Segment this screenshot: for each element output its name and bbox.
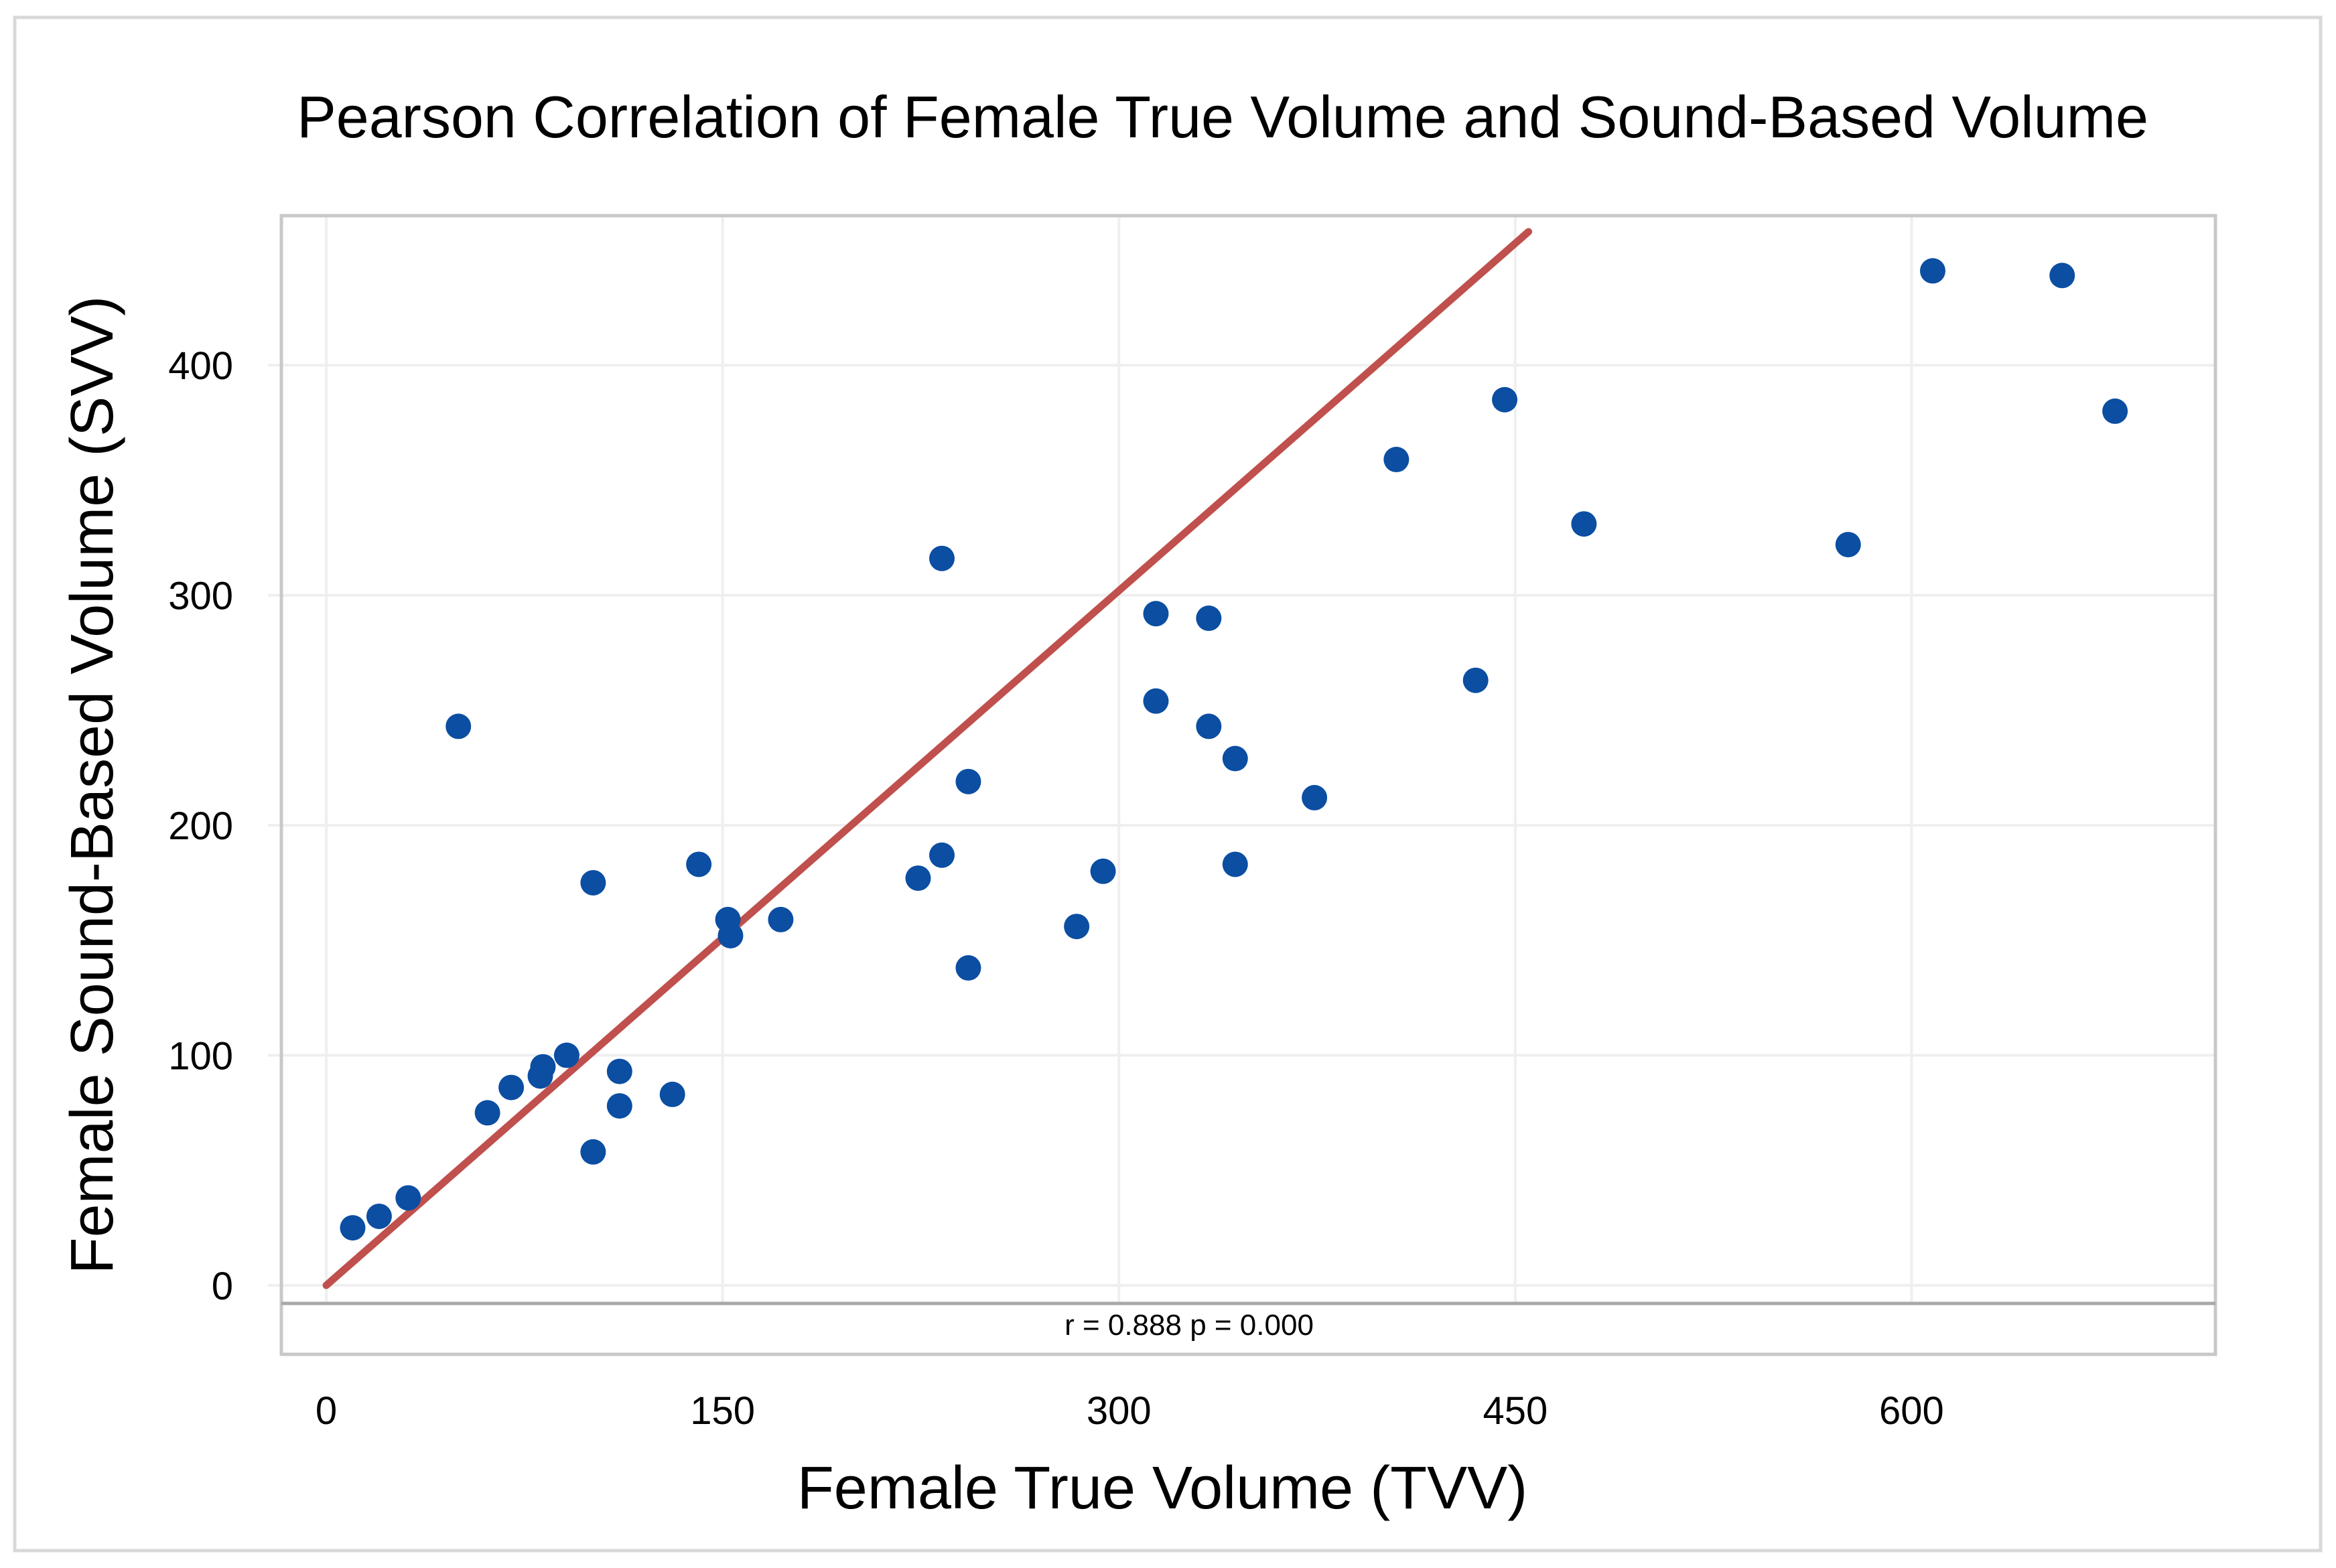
x-tick-label: 600 (1879, 1389, 1944, 1433)
data-point (580, 1139, 606, 1165)
y-tick-label: 300 (168, 575, 233, 618)
data-point (768, 906, 794, 932)
data-point (955, 768, 981, 794)
data-point (1462, 667, 1489, 693)
data-point (1919, 258, 1945, 284)
data-point (1064, 914, 1090, 940)
data-point (1571, 511, 1597, 537)
correlation-annotation: r = 0.888 p = 0.000 (1064, 1309, 1314, 1342)
data-points (340, 258, 2128, 1241)
data-point (606, 1058, 632, 1084)
data-point (1196, 713, 1222, 739)
x-tick-label: 150 (690, 1389, 755, 1433)
data-point (1196, 605, 1222, 632)
data-point (1090, 858, 1116, 884)
data-point (340, 1215, 366, 1241)
y-tick-label: 100 (168, 1035, 233, 1078)
x-axis-label: Female True Volume (TVV) (797, 1455, 1527, 1522)
data-point (1302, 784, 1328, 810)
data-point (2102, 398, 2128, 424)
data-point (1143, 601, 1169, 627)
data-point (955, 955, 981, 981)
data-point (1222, 851, 1248, 877)
data-point (445, 713, 472, 739)
data-point (580, 869, 606, 896)
tick-labels: 0 150 300 450 600 0 100 200 300 400 (168, 344, 1944, 1433)
x-tick-label: 0 (316, 1389, 337, 1433)
data-point (929, 545, 955, 571)
data-point (553, 1042, 579, 1068)
chart-title: Pearson Correlation of Female True Volum… (297, 84, 2148, 150)
y-tick-label: 0 (212, 1265, 233, 1308)
data-point (1143, 688, 1169, 714)
data-point (2049, 263, 2075, 289)
data-point (1222, 745, 1248, 772)
data-point (366, 1203, 392, 1229)
trend-line (322, 228, 1533, 1289)
y-tick-label: 200 (168, 804, 233, 848)
data-point (1383, 447, 1410, 473)
data-point (474, 1100, 500, 1126)
y-tick-label: 400 (168, 344, 233, 388)
data-point (395, 1185, 421, 1211)
y-axis-label: Female Sound-Based Volume (SVV) (59, 296, 126, 1275)
data-point (929, 842, 955, 868)
data-point (498, 1074, 525, 1100)
data-point (905, 865, 931, 892)
data-point (659, 1081, 685, 1107)
x-tick-label: 300 (1087, 1389, 1152, 1433)
data-point (1835, 532, 1861, 558)
plot-frame (279, 214, 2217, 1356)
x-tick-label: 450 (1483, 1389, 1548, 1433)
data-point (1492, 386, 1518, 413)
data-point (717, 922, 744, 948)
gridlines (268, 216, 2215, 1303)
data-point (606, 1093, 632, 1119)
data-point (530, 1054, 556, 1080)
data-point (686, 851, 712, 877)
